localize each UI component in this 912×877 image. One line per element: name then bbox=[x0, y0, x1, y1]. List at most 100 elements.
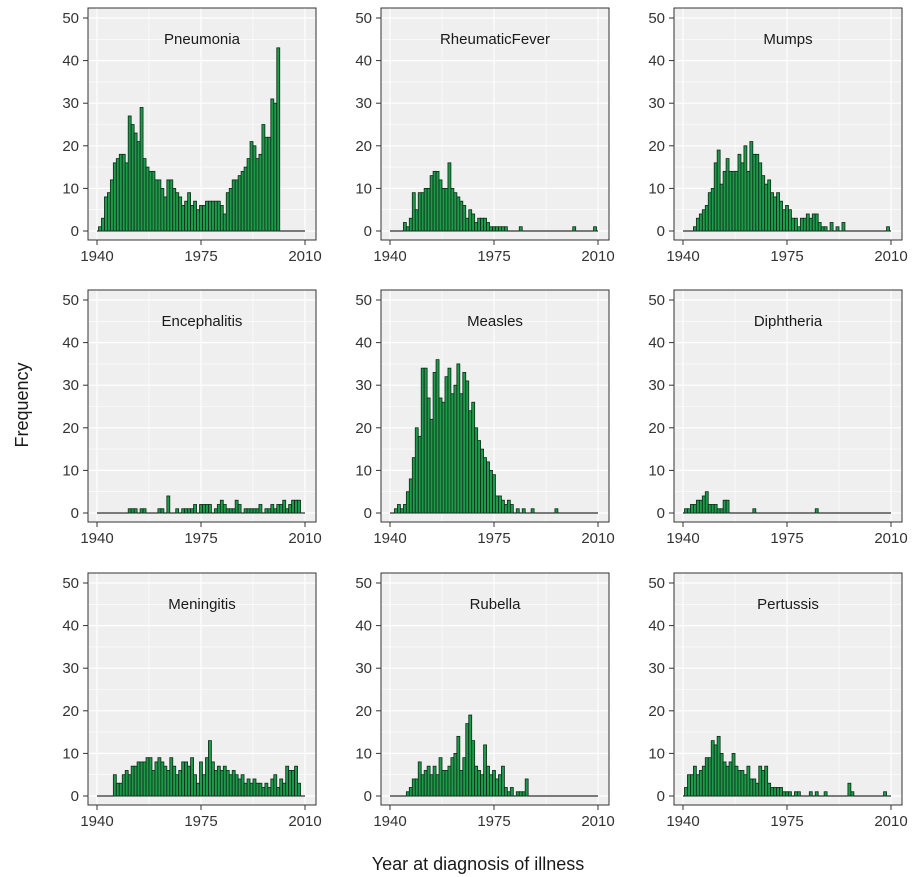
histogram-bar bbox=[199, 205, 203, 232]
histogram-bar bbox=[444, 187, 449, 232]
histogram-bar bbox=[518, 226, 523, 232]
histogram-bar bbox=[850, 791, 855, 797]
histogram-bar bbox=[776, 192, 780, 232]
x-tick-label: 2010 bbox=[581, 813, 614, 830]
histogram-bar bbox=[764, 183, 769, 232]
histogram-bar bbox=[465, 723, 470, 797]
y-tick-label: 10 bbox=[62, 745, 79, 762]
histogram-bar bbox=[435, 359, 440, 514]
histogram-bar bbox=[417, 192, 422, 232]
histogram-bar bbox=[172, 765, 177, 797]
histogram-bar bbox=[118, 153, 123, 232]
histogram-bar bbox=[716, 149, 721, 232]
y-tick-label: 30 bbox=[355, 377, 372, 394]
histogram-bar bbox=[222, 213, 227, 232]
histogram-bar bbox=[716, 508, 721, 514]
histogram-bar bbox=[489, 469, 493, 514]
histogram-bar bbox=[707, 757, 712, 797]
histogram-bar bbox=[779, 200, 783, 232]
histogram-bar bbox=[435, 170, 440, 232]
histogram-bar bbox=[187, 765, 192, 797]
histogram-bar bbox=[420, 774, 425, 797]
panel-title: Mumps bbox=[763, 31, 812, 48]
histogram-bar bbox=[181, 508, 186, 514]
histogram-bar bbox=[498, 226, 502, 232]
histogram-bar bbox=[193, 774, 197, 797]
facet-panel: RheumaticFever 0 10 20 30 40 50 1940 1975 2010 bbox=[355, 7, 615, 265]
histogram-bar bbox=[498, 495, 502, 514]
histogram-bar bbox=[234, 774, 239, 797]
histogram-bar bbox=[258, 782, 263, 797]
histogram-bar bbox=[402, 504, 407, 514]
y-tick-label: 50 bbox=[648, 10, 665, 27]
histogram-bar bbox=[246, 778, 251, 797]
panel-title: Encephalitis bbox=[162, 313, 243, 330]
histogram-bar bbox=[240, 170, 245, 232]
histogram-bar bbox=[693, 226, 697, 232]
histogram-bar bbox=[246, 508, 251, 514]
histogram-bar bbox=[234, 179, 239, 232]
x-tick-label: 2010 bbox=[874, 813, 907, 830]
histogram-bar bbox=[142, 761, 147, 797]
histogram-bar bbox=[157, 508, 162, 514]
histogram-bar bbox=[722, 170, 727, 232]
histogram-bar bbox=[684, 787, 688, 797]
histogram-bar bbox=[799, 217, 804, 232]
histogram-bar bbox=[148, 757, 153, 797]
histogram-bar bbox=[728, 170, 733, 232]
histogram-bar bbox=[261, 787, 266, 797]
facet-panel: Meningitis 0 10 20 30 40 50 1940 1975 2010 bbox=[62, 572, 322, 830]
histogram-bar bbox=[426, 187, 431, 232]
histogram-bar bbox=[456, 735, 461, 797]
histogram-bar bbox=[728, 761, 733, 797]
histogram-bar bbox=[737, 770, 742, 797]
histogram-bar bbox=[423, 770, 428, 797]
y-tick-label: 20 bbox=[648, 420, 665, 437]
histogram-bar bbox=[255, 508, 260, 514]
x-tick-label: 1975 bbox=[770, 248, 803, 265]
histogram-bar bbox=[814, 508, 819, 514]
histogram-bar bbox=[297, 782, 301, 797]
histogram-bar bbox=[145, 757, 150, 797]
histogram-bar bbox=[199, 761, 203, 797]
facet-panel: Measles 0 10 20 30 40 50 1940 1975 2010 bbox=[355, 289, 615, 547]
histogram-bar bbox=[752, 778, 757, 797]
histogram-bar bbox=[716, 735, 721, 797]
histogram-bar bbox=[142, 508, 147, 514]
histogram-bar bbox=[441, 770, 446, 797]
panel-border bbox=[87, 7, 317, 241]
histogram-bar bbox=[521, 791, 526, 797]
y-tick-label: 10 bbox=[355, 180, 372, 197]
histogram-bar bbox=[719, 508, 724, 514]
histogram-bar bbox=[785, 205, 789, 232]
panel-border bbox=[87, 289, 317, 523]
histogram-bar bbox=[474, 427, 479, 514]
histogram-bar bbox=[462, 757, 467, 797]
histogram-bar bbox=[160, 187, 165, 232]
histogram-bar bbox=[270, 98, 275, 232]
histogram-bar bbox=[477, 217, 482, 232]
x-tick-label: 1940 bbox=[80, 248, 113, 265]
histogram-bar bbox=[524, 778, 529, 797]
histogram-bar bbox=[471, 740, 476, 797]
histogram-bar bbox=[438, 757, 443, 797]
y-tick-label: 20 bbox=[355, 420, 372, 437]
y-tick-label: 50 bbox=[355, 575, 372, 592]
histogram-bar bbox=[707, 504, 712, 514]
histogram-bar bbox=[208, 200, 212, 232]
histogram-bar bbox=[151, 770, 156, 797]
histogram-bar bbox=[459, 770, 464, 797]
histogram-bar bbox=[779, 787, 783, 797]
histogram-bar bbox=[447, 162, 452, 232]
histogram-bar bbox=[166, 770, 171, 797]
histogram-bar bbox=[288, 504, 293, 514]
histogram-bar bbox=[112, 774, 117, 797]
histogram-bar bbox=[477, 440, 482, 514]
histogram-bar bbox=[255, 782, 260, 797]
x-tick-label: 1940 bbox=[373, 248, 406, 265]
y-tick-label: 50 bbox=[62, 10, 79, 27]
histogram-bar bbox=[432, 372, 437, 514]
histogram-bar bbox=[252, 145, 257, 232]
histogram-bar bbox=[687, 774, 691, 797]
histogram-bar bbox=[196, 782, 200, 797]
